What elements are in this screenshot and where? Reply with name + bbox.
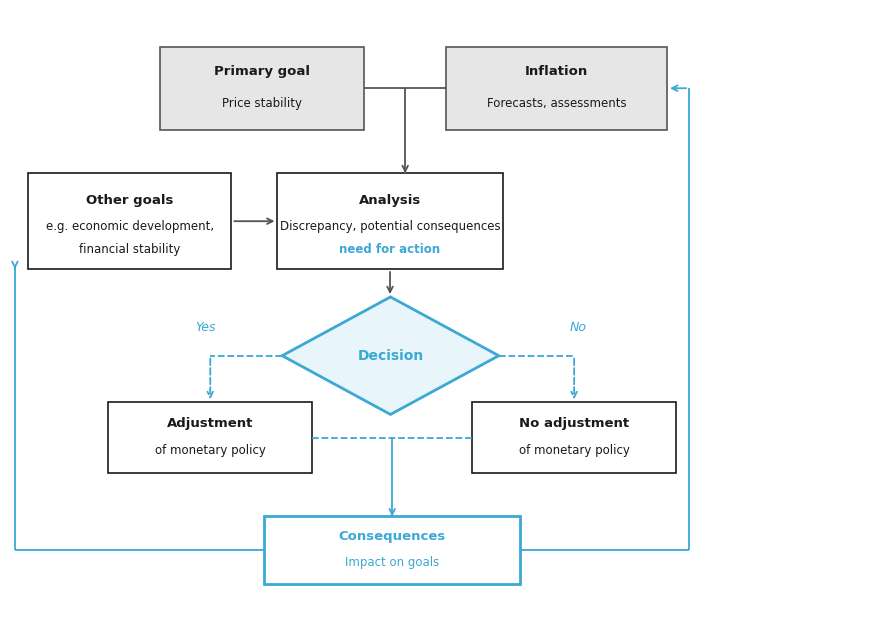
Text: of monetary policy: of monetary policy: [155, 444, 266, 457]
Text: Forecasts, assessments: Forecasts, assessments: [487, 97, 627, 110]
Bar: [264, 516, 520, 584]
Text: Consequences: Consequences: [339, 531, 446, 543]
Bar: [446, 47, 667, 130]
Bar: [161, 47, 364, 130]
Text: No: No: [570, 321, 587, 334]
Text: No adjustment: No adjustment: [519, 417, 629, 430]
Text: Inflation: Inflation: [525, 65, 589, 78]
Text: e.g. economic development,: e.g. economic development,: [46, 220, 214, 233]
Bar: [109, 402, 312, 473]
Bar: [472, 402, 676, 473]
Text: need for action: need for action: [339, 244, 440, 256]
Text: Impact on goals: Impact on goals: [345, 557, 439, 569]
Text: Analysis: Analysis: [359, 194, 421, 206]
Text: Primary goal: Primary goal: [214, 65, 310, 78]
Text: Decision: Decision: [357, 349, 423, 363]
Bar: [278, 174, 503, 269]
Text: Yes: Yes: [195, 321, 217, 334]
Text: Adjustment: Adjustment: [167, 417, 254, 430]
Text: of monetary policy: of monetary policy: [519, 444, 629, 457]
Text: Price stability: Price stability: [222, 97, 302, 110]
Text: Other goals: Other goals: [86, 194, 173, 206]
Bar: [28, 174, 232, 269]
Text: financial stability: financial stability: [79, 244, 180, 256]
Polygon shape: [282, 297, 499, 415]
Text: Discrepancy, potential consequences: Discrepancy, potential consequences: [279, 220, 500, 233]
